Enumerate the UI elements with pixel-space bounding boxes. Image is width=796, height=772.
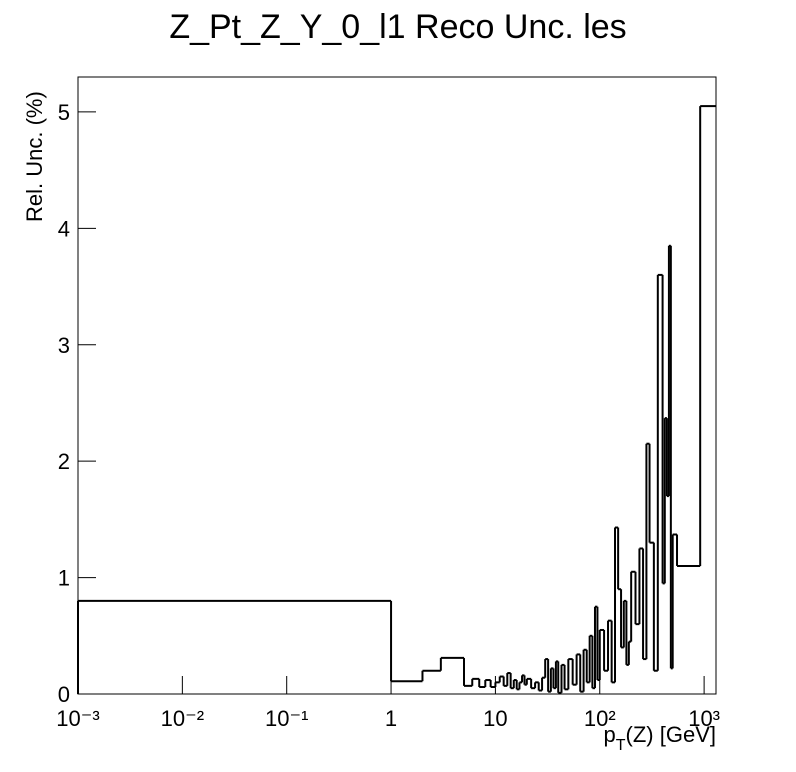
y-tick-label: 4: [58, 216, 70, 241]
x-tick-label: 10⁻²: [161, 706, 204, 731]
y-tick-label: 0: [58, 682, 70, 707]
x-label-rest: (Z) [GeV]: [626, 722, 716, 747]
y-tick-label: 2: [58, 449, 70, 474]
x-tick-label: 10: [483, 706, 507, 731]
x-axis-label: pT(Z) [GeV]: [604, 722, 716, 754]
x-label-sub: T: [616, 737, 626, 754]
y-tick-label: 3: [58, 333, 70, 358]
plot-frame: [77, 76, 717, 695]
x-tick-label: 10⁻¹: [265, 706, 308, 731]
chart-title: Z_Pt_Z_Y_0_l1 Reco Unc. les: [169, 8, 626, 46]
y-tick-label: 1: [58, 566, 70, 591]
y-axis-label: Rel. Unc. (%): [22, 91, 47, 222]
x-tick-label: 10²: [584, 706, 616, 731]
x-tick-label: 10⁻³: [56, 706, 99, 731]
x-tick-label: 1: [385, 706, 397, 731]
y-tick-label: 5: [58, 100, 70, 125]
x-tick-label: 10³: [688, 706, 720, 731]
x-label-base: p: [604, 722, 616, 747]
